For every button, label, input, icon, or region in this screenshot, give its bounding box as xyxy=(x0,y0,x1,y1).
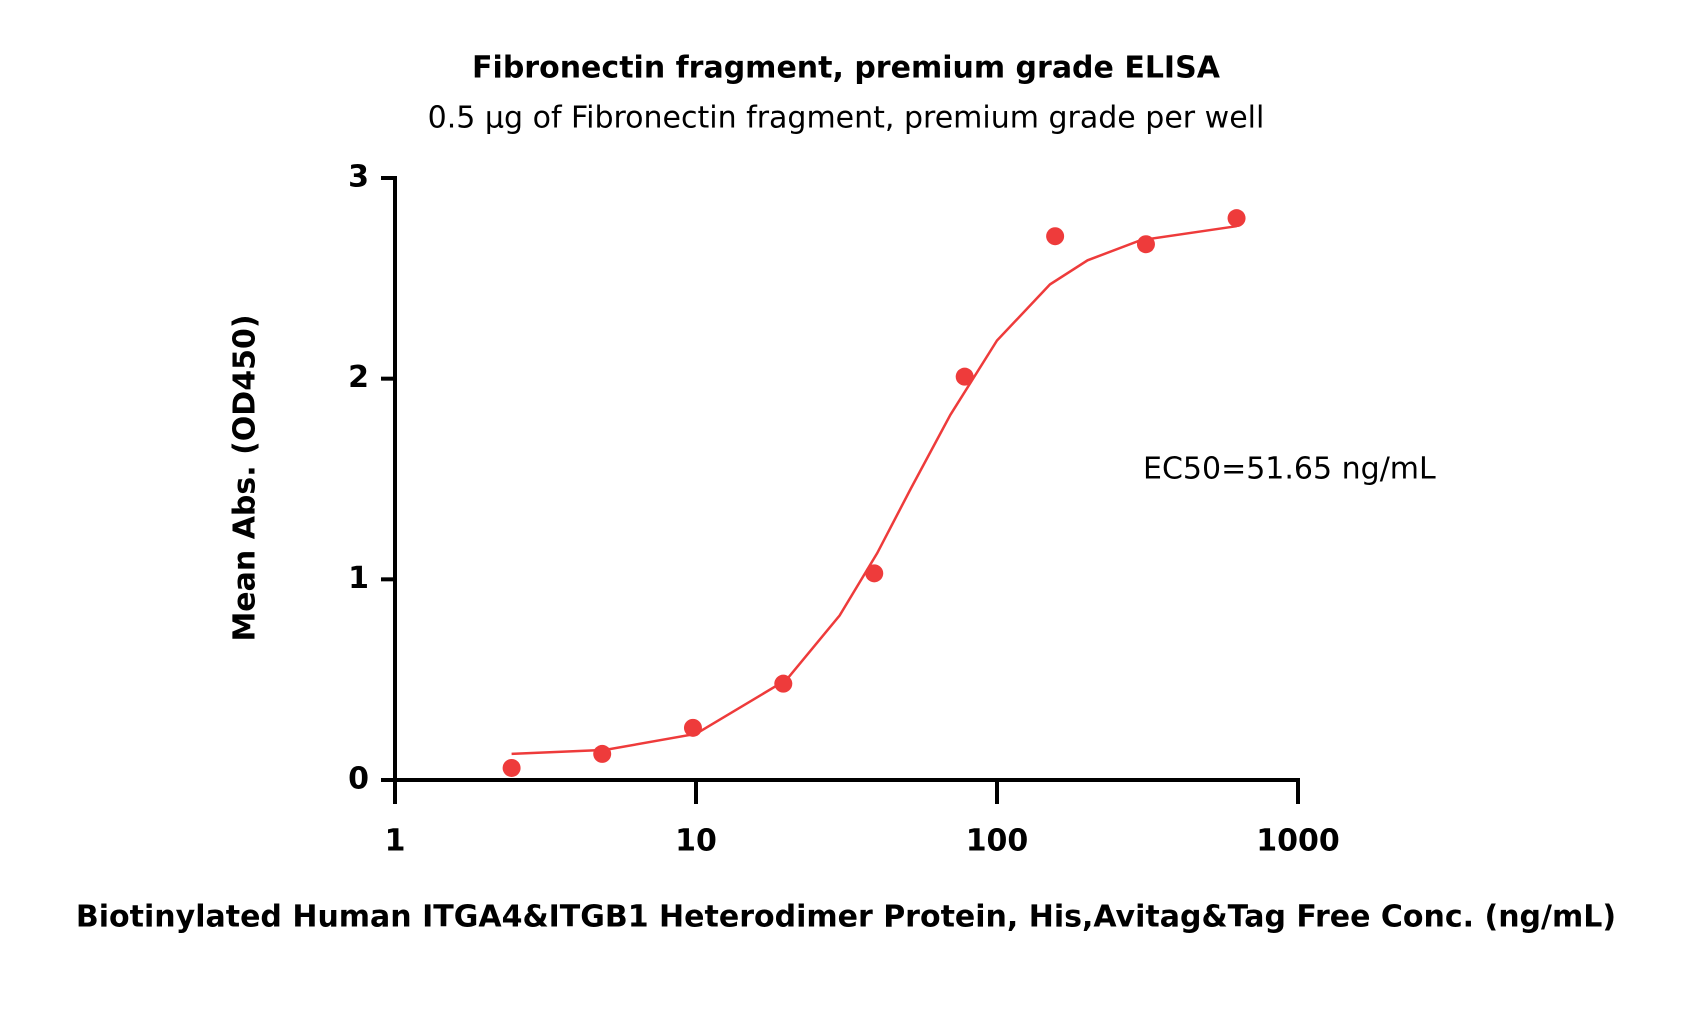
data-point xyxy=(502,758,521,777)
x-tick-label: 1000 xyxy=(1256,824,1340,859)
chart-title: Fibronectin fragment, premium grade ELIS… xyxy=(472,51,1221,86)
data-point xyxy=(593,744,612,763)
data-point xyxy=(865,564,884,583)
data-point xyxy=(774,674,793,693)
y-tick-label: 3 xyxy=(348,160,369,195)
y-axis-label: Mean Abs. (OD450) xyxy=(228,314,263,641)
data-point xyxy=(1136,235,1155,254)
x-tick-label: 100 xyxy=(966,824,1029,859)
y-tick-label: 1 xyxy=(348,561,369,596)
chart-subtitle: 0.5 µg of Fibronectin fragment, premium … xyxy=(428,101,1265,136)
data-point xyxy=(683,718,702,737)
x-tick-label: 1 xyxy=(385,824,406,859)
fit-curve xyxy=(511,224,1237,756)
data-point xyxy=(1227,209,1246,228)
x-tick-label: 10 xyxy=(675,824,717,859)
annotation: EC50=51.65 ng/mL xyxy=(1143,452,1436,487)
data-point xyxy=(955,367,974,386)
data-point xyxy=(1046,227,1065,246)
y-tick-label: 0 xyxy=(348,762,369,797)
x-axis-label: Biotinylated Human ITGA4&ITGB1 Heterodim… xyxy=(76,900,1616,935)
y-tick-label: 2 xyxy=(348,360,369,395)
